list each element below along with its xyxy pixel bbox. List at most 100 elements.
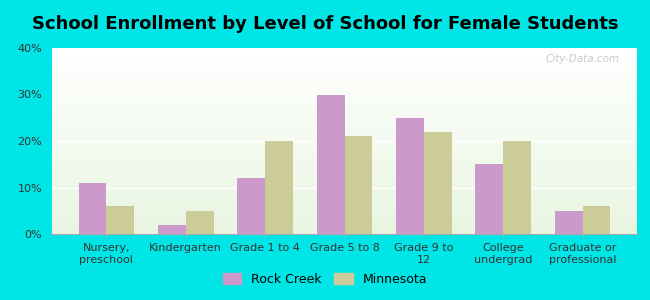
Bar <box>52 86 637 87</box>
Bar <box>52 188 637 189</box>
Bar <box>52 135 637 136</box>
Bar <box>52 179 637 180</box>
Bar <box>52 122 637 123</box>
Bar <box>52 170 637 171</box>
Bar <box>52 73 637 74</box>
Bar <box>237 178 265 234</box>
Bar <box>52 50 637 51</box>
Bar <box>52 163 637 164</box>
Bar <box>317 94 345 234</box>
Bar <box>52 80 637 82</box>
Bar <box>52 79 637 80</box>
Bar <box>52 126 637 127</box>
Bar <box>52 145 637 146</box>
Bar <box>52 218 637 219</box>
Bar <box>52 53 637 54</box>
Bar <box>52 213 637 214</box>
Bar <box>265 141 293 234</box>
Bar <box>52 129 637 130</box>
Bar <box>52 147 637 148</box>
Bar <box>52 83 637 84</box>
Bar <box>52 61 637 62</box>
Bar <box>52 182 637 183</box>
Bar <box>52 231 637 232</box>
Bar <box>52 118 637 119</box>
Bar <box>52 72 637 73</box>
Bar <box>52 85 637 86</box>
Bar <box>52 212 637 213</box>
Bar <box>52 77 637 78</box>
Bar <box>52 64 637 65</box>
Bar <box>52 151 637 152</box>
Bar <box>52 200 637 202</box>
Bar <box>52 193 637 194</box>
Bar <box>52 140 637 141</box>
Bar <box>52 94 637 95</box>
Bar <box>52 161 637 162</box>
Bar <box>52 124 637 125</box>
Bar <box>52 156 637 157</box>
Bar <box>52 103 637 104</box>
Bar <box>52 114 637 115</box>
Bar <box>503 141 531 234</box>
Bar <box>52 82 637 83</box>
Bar <box>52 97 637 98</box>
Bar <box>107 206 134 234</box>
Bar <box>52 62 637 63</box>
Bar <box>52 190 637 191</box>
Bar <box>555 211 582 234</box>
Bar <box>52 198 637 199</box>
Bar <box>52 91 637 92</box>
Bar <box>52 232 637 233</box>
Bar <box>52 108 637 110</box>
Bar <box>52 225 637 226</box>
Bar <box>52 192 637 193</box>
Bar <box>52 119 637 120</box>
Bar <box>52 154 637 155</box>
Bar <box>52 157 637 158</box>
Bar <box>52 142 637 143</box>
Bar <box>52 141 637 142</box>
Bar <box>52 228 637 229</box>
Bar <box>52 113 637 114</box>
Bar <box>52 169 637 170</box>
Bar <box>52 143 637 144</box>
Bar <box>52 206 637 207</box>
Bar <box>52 168 637 169</box>
Bar <box>52 63 637 64</box>
Bar <box>52 123 637 124</box>
Bar <box>52 217 637 218</box>
Bar <box>52 186 637 187</box>
Bar <box>52 116 637 117</box>
Bar <box>52 208 637 209</box>
Bar <box>52 184 637 185</box>
Bar <box>52 144 637 145</box>
Bar <box>52 89 637 90</box>
Bar <box>52 222 637 223</box>
Bar <box>52 164 637 165</box>
Bar <box>52 152 637 153</box>
Bar <box>424 132 452 234</box>
Bar <box>52 146 637 147</box>
Bar <box>52 202 637 203</box>
Bar <box>186 211 214 234</box>
Bar <box>52 101 637 102</box>
Bar <box>52 71 637 72</box>
Bar <box>52 211 637 212</box>
Bar <box>52 160 637 161</box>
Bar <box>52 107 637 108</box>
Bar <box>52 172 637 173</box>
Text: School Enrollment by Level of School for Female Students: School Enrollment by Level of School for… <box>32 15 618 33</box>
Bar <box>52 203 637 204</box>
Bar <box>52 125 637 126</box>
Bar <box>52 150 637 151</box>
Bar <box>52 220 637 221</box>
Bar <box>52 230 637 231</box>
Bar <box>396 118 424 234</box>
Bar <box>52 105 637 106</box>
Bar <box>52 132 637 133</box>
Bar <box>52 216 637 217</box>
Bar <box>52 233 637 234</box>
Bar <box>52 181 637 182</box>
Bar <box>52 128 637 129</box>
